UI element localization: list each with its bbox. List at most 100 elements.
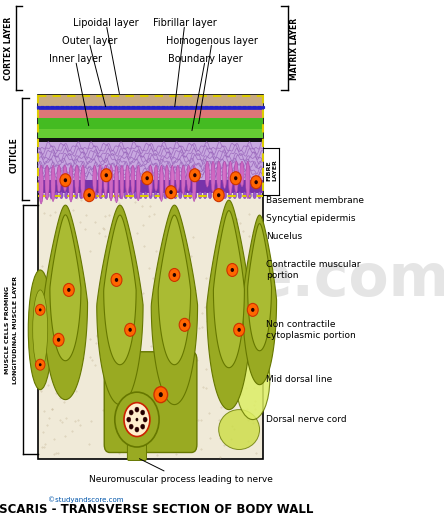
Ellipse shape	[169, 192, 172, 199]
Ellipse shape	[230, 268, 234, 272]
Ellipse shape	[57, 165, 61, 192]
Ellipse shape	[39, 363, 42, 366]
Ellipse shape	[251, 176, 262, 188]
Text: Lipoidal layer: Lipoidal layer	[73, 18, 139, 28]
Bar	[38, 143, 263, 180]
Ellipse shape	[228, 161, 233, 194]
Ellipse shape	[159, 392, 163, 397]
Ellipse shape	[247, 303, 258, 316]
Text: Dorsal nerve cord: Dorsal nerve cord	[266, 415, 347, 424]
Bar	[38, 110, 263, 118]
Ellipse shape	[104, 165, 107, 196]
Ellipse shape	[98, 165, 102, 198]
Ellipse shape	[55, 192, 58, 199]
Ellipse shape	[205, 161, 209, 187]
Ellipse shape	[63, 178, 67, 182]
Ellipse shape	[223, 192, 226, 199]
Ellipse shape	[187, 165, 190, 191]
Ellipse shape	[217, 193, 220, 197]
Ellipse shape	[233, 192, 237, 199]
Ellipse shape	[36, 359, 45, 370]
Ellipse shape	[51, 165, 55, 201]
Ellipse shape	[129, 192, 132, 199]
Polygon shape	[214, 211, 244, 367]
Ellipse shape	[89, 192, 93, 199]
Ellipse shape	[217, 161, 221, 192]
Ellipse shape	[149, 165, 152, 196]
Ellipse shape	[75, 192, 78, 199]
Ellipse shape	[39, 165, 43, 204]
Ellipse shape	[149, 192, 152, 199]
Ellipse shape	[115, 392, 159, 447]
Ellipse shape	[236, 340, 270, 420]
Polygon shape	[242, 215, 277, 385]
Ellipse shape	[178, 192, 182, 199]
Text: ASCARIS - TRANSVERSE SECTION OF BODY WALL: ASCARIS - TRANSVERSE SECTION OF BODY WAL…	[0, 503, 313, 516]
Ellipse shape	[81, 165, 85, 198]
Text: Nucelus: Nucelus	[266, 232, 302, 241]
Text: ©studyandscore.com: ©studyandscore.com	[48, 496, 124, 503]
Ellipse shape	[57, 338, 60, 342]
Ellipse shape	[69, 165, 73, 202]
Ellipse shape	[28, 270, 52, 389]
Ellipse shape	[208, 192, 212, 199]
Ellipse shape	[63, 165, 67, 192]
Ellipse shape	[134, 192, 137, 199]
Ellipse shape	[99, 192, 103, 199]
Ellipse shape	[70, 192, 73, 199]
Ellipse shape	[246, 161, 250, 198]
Ellipse shape	[251, 308, 254, 312]
Ellipse shape	[159, 192, 162, 199]
Ellipse shape	[190, 169, 200, 182]
Ellipse shape	[111, 274, 122, 287]
Text: FIBRE
LAYER: FIBRE LAYER	[266, 159, 277, 181]
Ellipse shape	[213, 188, 224, 201]
Ellipse shape	[170, 165, 174, 193]
Ellipse shape	[67, 288, 71, 292]
Text: MATRIX LAYER: MATRIX LAYER	[290, 18, 300, 80]
Ellipse shape	[143, 417, 147, 422]
Text: CORTEX LAYER: CORTEX LAYER	[4, 17, 13, 80]
Ellipse shape	[222, 161, 227, 188]
Ellipse shape	[124, 192, 127, 199]
Ellipse shape	[192, 165, 196, 201]
Ellipse shape	[124, 402, 150, 436]
Ellipse shape	[238, 192, 242, 199]
Ellipse shape	[165, 165, 169, 197]
FancyBboxPatch shape	[104, 352, 197, 453]
Bar	[38, 138, 263, 143]
Text: Homogenous layer: Homogenous layer	[166, 35, 258, 45]
Ellipse shape	[240, 161, 244, 187]
Ellipse shape	[189, 192, 192, 199]
Ellipse shape	[183, 323, 186, 327]
Ellipse shape	[104, 192, 108, 199]
Ellipse shape	[174, 192, 177, 199]
Ellipse shape	[129, 410, 133, 415]
Ellipse shape	[234, 161, 238, 193]
Ellipse shape	[243, 192, 246, 199]
Ellipse shape	[109, 165, 113, 201]
Ellipse shape	[125, 323, 135, 336]
Ellipse shape	[60, 174, 71, 187]
Ellipse shape	[95, 192, 98, 199]
Ellipse shape	[45, 192, 48, 199]
Ellipse shape	[198, 192, 202, 199]
Text: e.com: e.com	[253, 252, 444, 309]
Ellipse shape	[87, 193, 91, 197]
Ellipse shape	[126, 165, 129, 195]
Ellipse shape	[139, 192, 143, 199]
Ellipse shape	[154, 192, 157, 199]
Ellipse shape	[248, 192, 251, 199]
Polygon shape	[104, 215, 136, 365]
Ellipse shape	[115, 165, 119, 203]
Ellipse shape	[203, 192, 207, 199]
Ellipse shape	[166, 186, 176, 199]
Ellipse shape	[234, 323, 245, 336]
Ellipse shape	[65, 192, 68, 199]
Polygon shape	[50, 215, 81, 361]
Text: Non contractile
cytoplasmic portion: Non contractile cytoplasmic portion	[266, 320, 356, 339]
Text: Fibrillar layer: Fibrillar layer	[153, 18, 217, 28]
Ellipse shape	[79, 192, 83, 199]
Bar	[38, 129, 263, 138]
Bar	[38, 180, 263, 193]
